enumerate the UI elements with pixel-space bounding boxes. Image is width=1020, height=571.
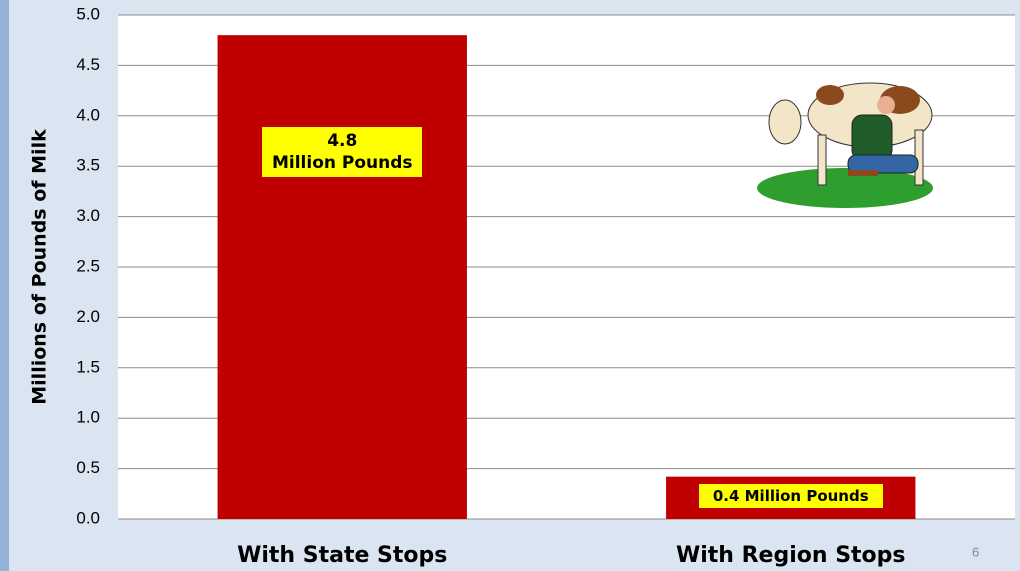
- y-tick-label: 1.0: [76, 408, 100, 427]
- y-tick-label: 4.5: [76, 55, 100, 74]
- y-tick-label: 3.0: [76, 206, 100, 225]
- y-tick-label: 3.5: [76, 156, 100, 175]
- cow-clipart: [757, 82, 933, 208]
- y-axis-label: Millions of Pounds of Milk: [29, 129, 51, 405]
- y-tick-label: 2.0: [76, 307, 100, 326]
- x-tick-label: With State Stops: [237, 543, 447, 568]
- bar: [217, 35, 467, 519]
- value-label: 0.4 Million Pounds: [698, 483, 883, 508]
- value-label: 4.8 Million Pounds: [262, 127, 423, 178]
- y-tick-label: 0.0: [76, 508, 100, 527]
- x-tick-label: With Region Stops: [676, 543, 906, 568]
- y-tick-label: 4.0: [76, 105, 100, 124]
- y-tick-label: 5.0: [76, 4, 100, 23]
- slide-edge: [0, 0, 9, 571]
- slide-number: 6: [972, 544, 979, 559]
- y-tick-label: 1.5: [76, 357, 100, 376]
- y-tick-label: 2.5: [76, 256, 100, 275]
- y-tick-label: 0.5: [76, 458, 100, 477]
